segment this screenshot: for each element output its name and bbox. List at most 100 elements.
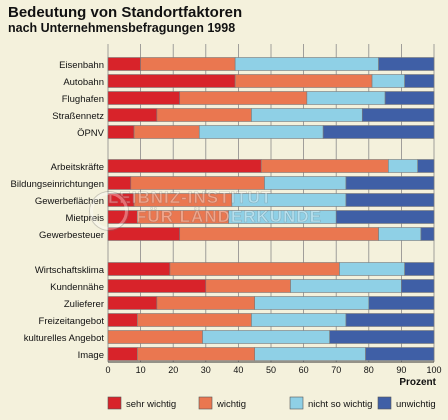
bar-segment (137, 210, 229, 224)
bar-segment (254, 347, 366, 361)
category-label: Flughafen (62, 94, 104, 105)
bar-segment (107, 210, 138, 224)
legend-swatch (198, 396, 213, 410)
bar-segment (234, 57, 379, 71)
x-tick-label: 50 (266, 365, 276, 375)
bar-segment (378, 227, 422, 241)
bar-segment (404, 74, 435, 88)
bar-segment (264, 176, 347, 190)
bar-segment (339, 262, 405, 276)
category-label: Arbeitskräfte (51, 162, 104, 173)
category-label: Freizeitangebot (39, 316, 105, 327)
bar-segment (107, 176, 132, 190)
bar-segment (107, 227, 181, 241)
bar-segment (345, 176, 435, 190)
chart-subtitle: nach Unternehmensbefragungen 1998 (8, 21, 236, 35)
bar-segment (107, 279, 207, 293)
category-label: Image (78, 350, 104, 361)
bar-segment (401, 279, 435, 293)
bar-segment (388, 159, 418, 173)
bar-segment (420, 227, 435, 241)
bar-segment (107, 74, 236, 88)
bar-segment (169, 262, 340, 276)
bar-segment (371, 74, 405, 88)
bar-segment (107, 296, 158, 310)
bar-segment (137, 347, 255, 361)
category-label: kulturelles Angebot (24, 333, 105, 344)
bar-segment (107, 262, 171, 276)
bar-segment (107, 193, 135, 207)
bar-segment (137, 313, 252, 327)
bar-segment (361, 108, 435, 122)
bar-segment (107, 108, 158, 122)
legend-swatch (107, 396, 122, 410)
category-label: Gewerbeflächen (35, 196, 104, 207)
category-label: Bildungseinrichtungen (11, 179, 104, 190)
category-label: Gewerbesteuer (39, 230, 104, 241)
x-tick-label: 60 (299, 365, 309, 375)
x-tick-label: 90 (396, 365, 406, 375)
bar-segment (417, 159, 435, 173)
bar-segment (378, 57, 435, 71)
bar-segment (251, 313, 347, 327)
category-label: Eisenbahn (59, 60, 104, 71)
legend-swatch (377, 396, 392, 410)
bar-segment (329, 330, 435, 344)
bar-segment (198, 125, 324, 139)
bar-segment (179, 91, 308, 105)
category-label: Straßennetz (52, 111, 104, 122)
bar-segment (156, 108, 252, 122)
bar-segment (254, 296, 370, 310)
bar-segment (133, 193, 233, 207)
bar-segment (107, 347, 138, 361)
legend-label: sehr wichtig (126, 399, 176, 410)
category-label: Autobahn (63, 77, 104, 88)
x-tick-label: 40 (233, 365, 243, 375)
bar-segment (107, 330, 203, 344)
legend-swatch (289, 396, 304, 410)
bar-segment (404, 262, 435, 276)
bar-segment (345, 193, 435, 207)
bar-segment (322, 125, 435, 139)
bar-segment (345, 313, 435, 327)
bar-segment (335, 210, 435, 224)
x-tick-label: 20 (168, 365, 178, 375)
category-label: ÖPNV (77, 128, 105, 139)
legend-label: nicht so wichtig (308, 399, 372, 410)
x-tick-label: 80 (364, 365, 374, 375)
x-tick-label: 0 (105, 365, 110, 375)
bar-segment (260, 159, 389, 173)
x-axis-label: Prozent (399, 377, 436, 388)
x-tick-label: 10 (136, 365, 146, 375)
bar-segment (231, 193, 347, 207)
category-label: Kundennähe (50, 282, 104, 293)
bar-segment (384, 91, 435, 105)
category-label: Mietpreis (65, 213, 104, 224)
bar-segment (107, 313, 138, 327)
category-label: Wirtschaftsklima (35, 265, 105, 276)
x-tick-label: 30 (201, 365, 211, 375)
bar-segment (156, 296, 255, 310)
x-tick-label: 70 (331, 365, 341, 375)
bar-segment (107, 125, 135, 139)
bar-segment (365, 347, 435, 361)
bar-segment (306, 91, 386, 105)
bar-segment (107, 57, 141, 71)
bar-segment (228, 210, 337, 224)
bar-segment (107, 159, 262, 173)
bar-segment (107, 91, 181, 105)
bar-segment (368, 296, 435, 310)
bar-segment (202, 330, 330, 344)
bar-segment (205, 279, 291, 293)
legend-label: unwichtig (396, 399, 436, 410)
bar-segment (179, 227, 379, 241)
bar-segment (140, 57, 236, 71)
bar-segment (251, 108, 363, 122)
bar-segment (290, 279, 402, 293)
legend-label: wichtig (216, 399, 246, 410)
chart-title: Bedeutung von Standortfaktoren (8, 4, 243, 21)
x-tick-label: 100 (426, 365, 441, 375)
bar-segment (133, 125, 200, 139)
category-label: Zulieferer (64, 299, 104, 310)
